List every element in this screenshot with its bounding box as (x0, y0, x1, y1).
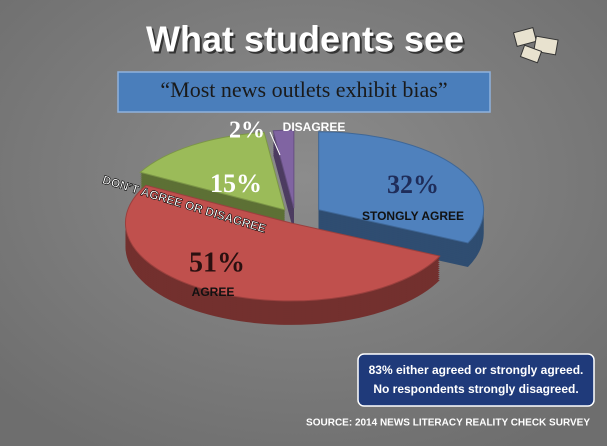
slice (272, 129, 295, 209)
category-label: DISAGREE (283, 120, 346, 134)
category-label: AGREE (192, 285, 235, 299)
chart-title: What students see (146, 19, 464, 60)
category-label: STONGLY AGREE (362, 209, 464, 223)
pie (124, 129, 485, 325)
slice (139, 131, 286, 211)
leader-line (269, 131, 281, 156)
source: SOURCE: 2014 NEWS LITERACY REALITY CHECK… (306, 418, 590, 429)
note-line: No respondents strongly disagreed. (373, 382, 578, 396)
note-line: 83% either agreed or strongly agreed. (369, 363, 584, 377)
subtitle-box (117, 71, 491, 113)
note-box (357, 353, 595, 407)
data-label: 15% (210, 169, 262, 198)
title-shadow: What students see (148, 21, 466, 62)
data-label: 2% (229, 118, 265, 144)
subtitle: “Most news outlets exhibit bias” (160, 77, 447, 102)
decor-icon (512, 27, 559, 64)
data-label: 32% (387, 170, 439, 199)
data-label: 51% (189, 247, 245, 278)
slice (318, 131, 485, 244)
slice (124, 184, 441, 302)
